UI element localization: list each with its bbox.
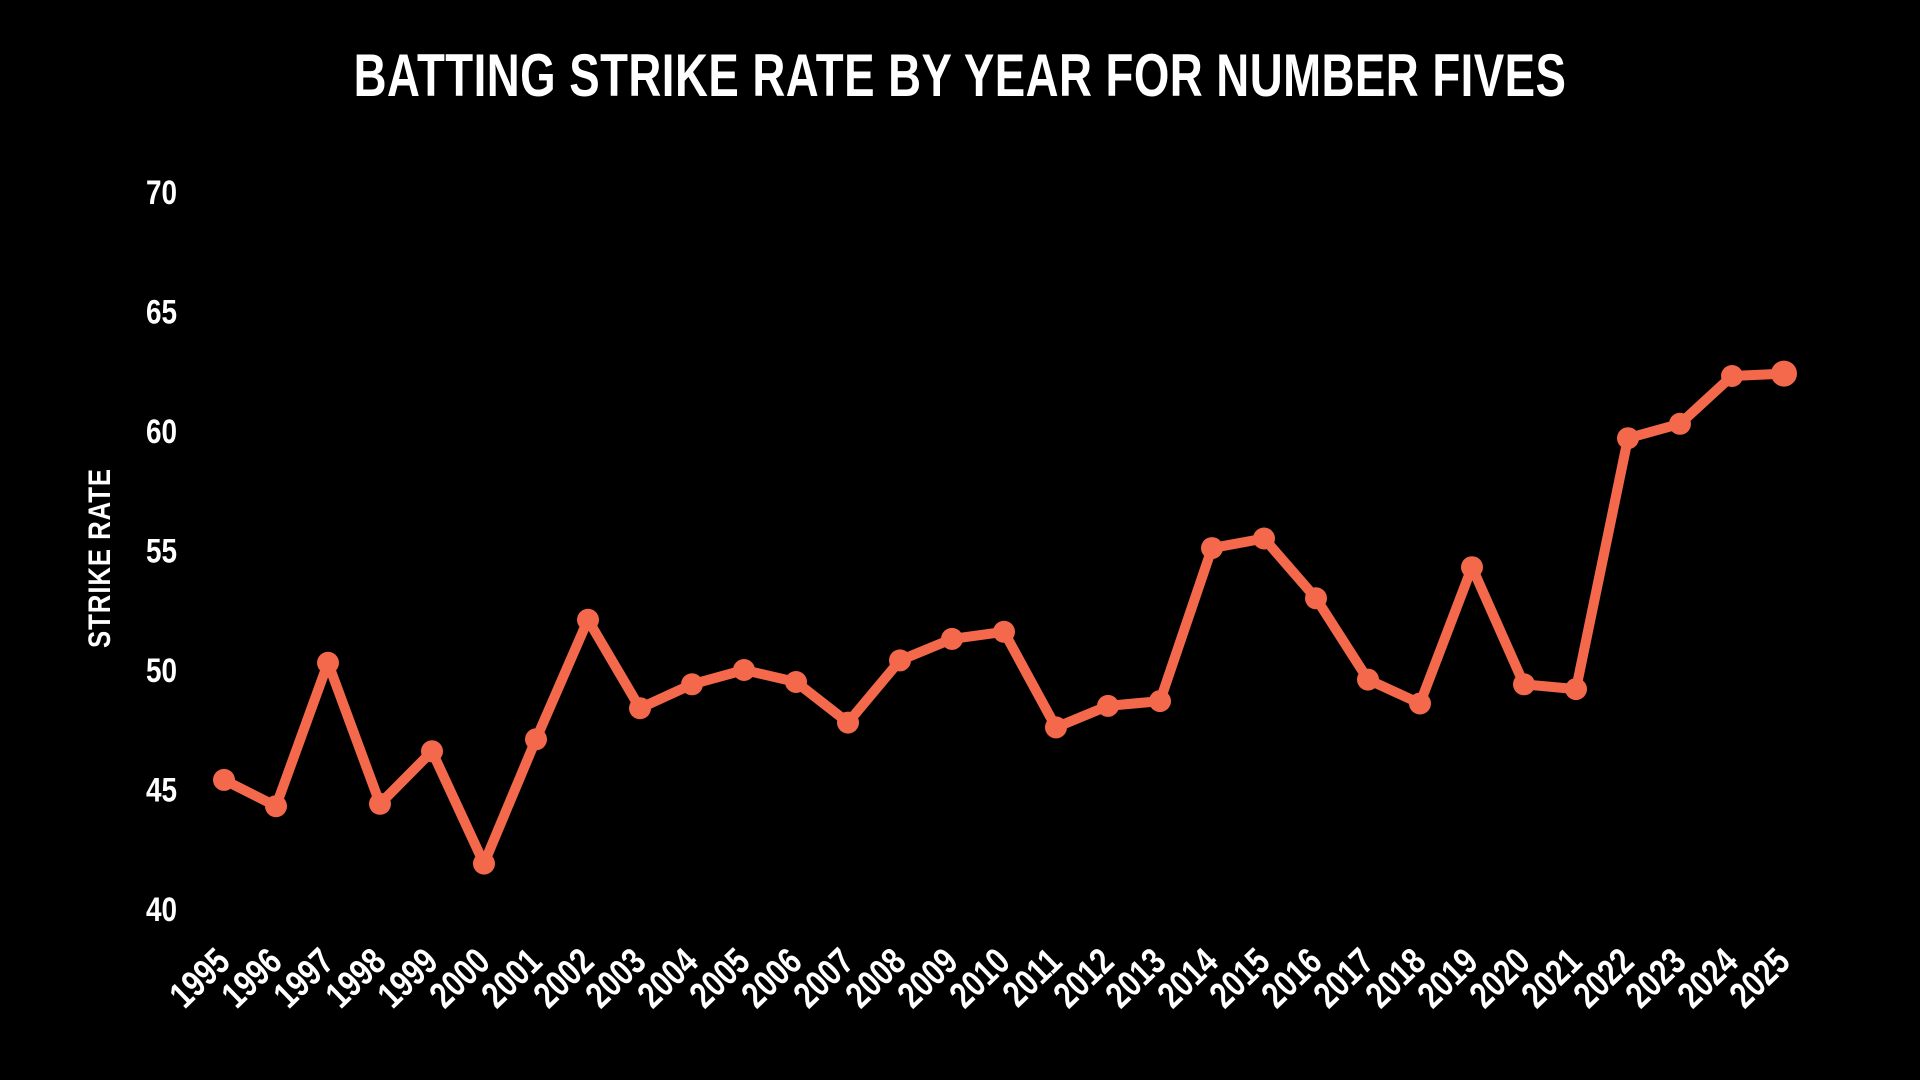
marker-2017	[1357, 668, 1379, 691]
series-line	[219, 368, 1789, 869]
series-markers	[213, 360, 1797, 875]
y-tick-50: 50	[146, 650, 177, 690]
marker-2013	[1149, 690, 1171, 713]
marker-2006	[785, 671, 807, 693]
y-axis-tick-labels: 40 45 50 55 60 65 70	[146, 172, 177, 929]
marker-2007	[837, 711, 859, 734]
marker-2023	[1669, 412, 1691, 435]
marker-2000	[473, 852, 495, 875]
marker-1997	[317, 651, 339, 674]
marker-1995	[213, 768, 235, 791]
marker-2014	[1201, 537, 1223, 560]
x-tick-2025: 2025	[1722, 941, 1798, 1016]
y-tick-65: 65	[146, 292, 177, 332]
marker-2009	[941, 627, 963, 650]
marker-2022	[1617, 427, 1639, 450]
marker-1996	[265, 795, 287, 818]
marker-2018	[1409, 692, 1431, 715]
marker-2004	[681, 673, 703, 696]
y-tick-40: 40	[146, 889, 177, 929]
marker-1999	[421, 740, 443, 763]
y-tick-70: 70	[146, 172, 177, 212]
x-axis-tick-labels: 1995199619971998199920002001200220032004…	[162, 941, 1798, 1016]
marker-2016	[1305, 587, 1327, 610]
marker-2001	[525, 728, 547, 751]
chart-title: BATTING STRIKE RATE BY YEAR FOR NUMBER F…	[354, 43, 1567, 109]
marker-2019	[1461, 556, 1483, 579]
marker-2020	[1513, 673, 1535, 696]
marker-2005	[733, 659, 755, 681]
marker-2010	[993, 620, 1015, 643]
marker-1998	[369, 792, 391, 815]
marker-2012	[1097, 694, 1119, 717]
marker-2003	[629, 697, 651, 720]
y-tick-60: 60	[146, 411, 177, 451]
y-tick-55: 55	[146, 531, 177, 571]
marker-2002	[577, 608, 599, 631]
marker-2015	[1253, 527, 1275, 550]
marker-2025	[1771, 360, 1797, 387]
y-tick-45: 45	[146, 770, 177, 810]
marker-2011	[1045, 716, 1067, 739]
y-axis-label: STRIKE RATE	[83, 468, 118, 648]
marker-2008	[889, 649, 911, 672]
marker-2024	[1721, 365, 1743, 387]
marker-2021	[1565, 678, 1587, 701]
